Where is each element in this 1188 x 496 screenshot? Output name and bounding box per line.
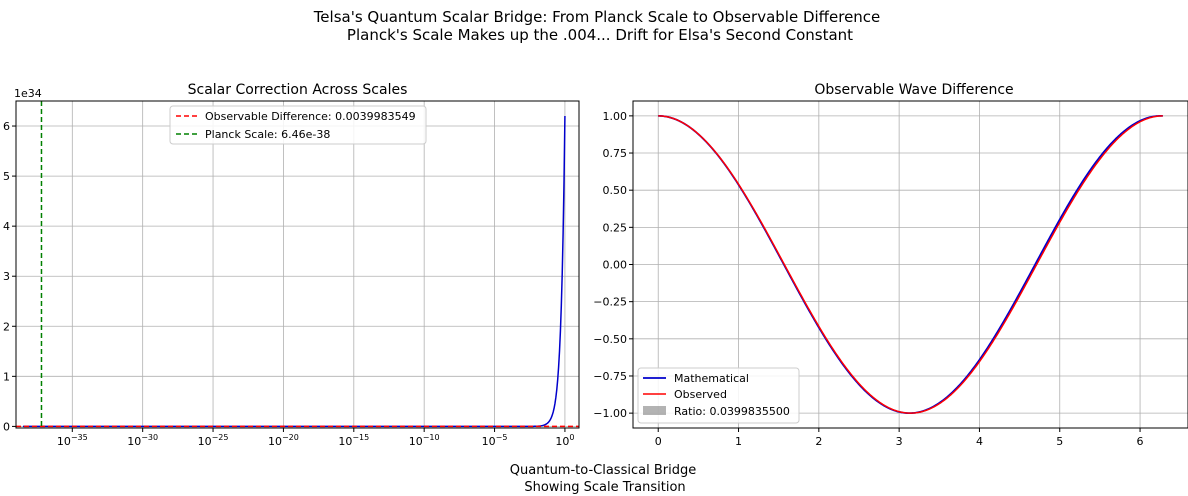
chart2-ytick-label: 0.50 bbox=[603, 184, 628, 197]
footer-line2: Showing Scale Transition bbox=[524, 480, 685, 495]
chart2-xtick-label: 1 bbox=[735, 435, 742, 448]
chart2-legend: Mathematical Observed Ratio: 0.0399835500 bbox=[637, 367, 800, 424]
chart1-ytick-label: 3 bbox=[3, 270, 10, 283]
chart2-observed-series bbox=[658, 115, 1163, 414]
chart1-xtick-label: 10−30 bbox=[127, 433, 158, 448]
chart1-xtick-label: 10−20 bbox=[268, 433, 299, 448]
chart2-legend-label-mathematical: Mathematical bbox=[674, 372, 749, 385]
chart1-offset-label: 1e34 bbox=[14, 87, 42, 100]
chart1-xtick-label: 10−25 bbox=[198, 433, 229, 448]
chart2-ytick-label: 0.75 bbox=[603, 147, 628, 160]
chart1-correction-curve bbox=[23, 116, 566, 428]
chart1-xtick-label: 10−15 bbox=[338, 433, 369, 448]
chart1-xtick-label: 100 bbox=[555, 433, 574, 448]
chart1-xtick-label: 10−5 bbox=[482, 433, 508, 448]
footer-line1: Quantum-to-Classical Bridge bbox=[510, 463, 696, 478]
chart1-ytick-label: 2 bbox=[3, 320, 10, 333]
chart1-ytick-label: 4 bbox=[3, 220, 10, 233]
chart1-legend-label-planck: Planck Scale: 6.46e-38 bbox=[205, 128, 330, 141]
chart2-xtick-label: 0 bbox=[655, 435, 662, 448]
chart2-ytick-label: −0.25 bbox=[593, 296, 627, 309]
chart2-ytick-label: −0.75 bbox=[593, 370, 627, 383]
chart1-legend-label-observable: Observable Difference: 0.0039983549 bbox=[205, 110, 416, 123]
chart2-ytick-label: 0.25 bbox=[603, 221, 628, 234]
chart1-ytick-label: 1 bbox=[3, 370, 10, 383]
chart1-ytick-label: 5 bbox=[3, 170, 10, 183]
wave-difference-chart: Observable Wave Difference 0 1 2 3 4 5 6 1.00 0.7… bbox=[593, 82, 1188, 448]
chart2-legend-label-observed: Observed bbox=[674, 388, 727, 401]
chart2-ytick-label: −0.50 bbox=[593, 333, 627, 346]
chart2-xtick-label: 2 bbox=[815, 435, 822, 448]
chart1-legend: Observable Difference: 0.0039983549 Planc… bbox=[169, 105, 427, 145]
chart2-legend-swatch-ratio bbox=[643, 406, 666, 415]
chart2-ytick-label: −1.00 bbox=[593, 407, 627, 420]
chart1-legend-box bbox=[169, 105, 427, 145]
chart1-frame bbox=[15, 100, 580, 429]
scalar-correction-chart: Scalar Correction Across Scales 10−35 10−3… bbox=[3, 82, 580, 448]
chart2-xtick-label: 3 bbox=[896, 435, 903, 448]
chart1-title: Scalar Correction Across Scales bbox=[188, 82, 408, 98]
figure-suptitle-line2: Planck's Scale Makes up the .004... Drif… bbox=[347, 26, 853, 44]
chart2-legend-box bbox=[637, 367, 800, 424]
chart2-title: Observable Wave Difference bbox=[814, 82, 1013, 98]
chart2-ytick-label: 0.00 bbox=[603, 259, 628, 272]
chart1-ytick-label: 0 bbox=[3, 420, 10, 433]
chart1-xtick-label: 10−10 bbox=[409, 433, 440, 448]
figure-suptitle-line1: Telsa's Quantum Scalar Bridge: From Plan… bbox=[313, 8, 881, 26]
chart2-xtick-label: 5 bbox=[1056, 435, 1063, 448]
chart2-xtick-label: 6 bbox=[1137, 435, 1144, 448]
chart2-ytick-label: 1.00 bbox=[603, 110, 628, 123]
chart2-xtick-label: 4 bbox=[976, 435, 983, 448]
chart1-ytick-label: 6 bbox=[3, 120, 10, 133]
chart1-xtick-label: 10−35 bbox=[57, 433, 88, 448]
chart2-legend-label-ratio: Ratio: 0.0399835500 bbox=[674, 405, 790, 418]
